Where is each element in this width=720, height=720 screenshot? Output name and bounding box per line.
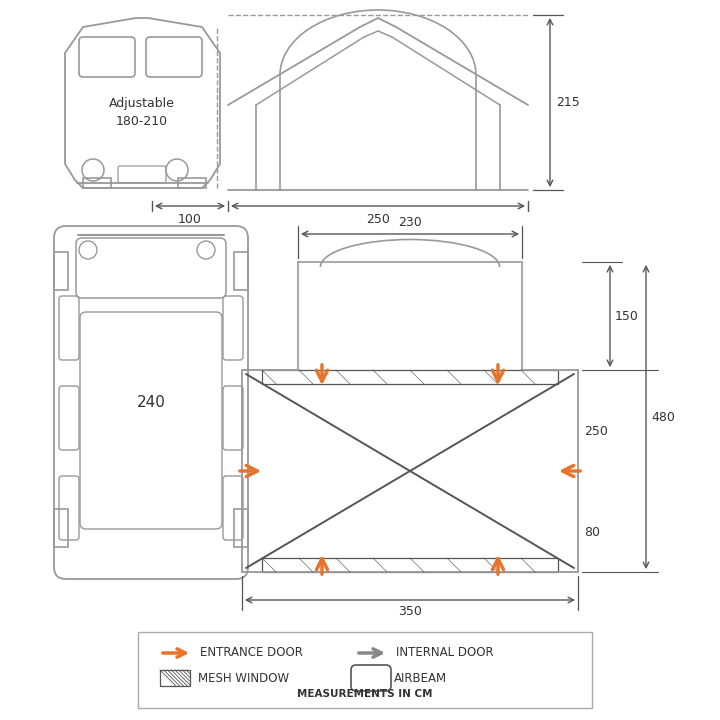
Text: ENTRANCE DOOR: ENTRANCE DOOR (200, 647, 303, 660)
Text: AIRBEAM: AIRBEAM (394, 672, 447, 685)
Text: 150: 150 (615, 310, 639, 323)
Text: Adjustable: Adjustable (109, 96, 175, 109)
Text: MEASUREMENTS IN CM: MEASUREMENTS IN CM (297, 689, 433, 699)
Bar (262, 558, 558, 572)
Text: 240: 240 (137, 395, 166, 410)
Text: 215: 215 (556, 96, 580, 109)
Text: 250: 250 (366, 213, 390, 226)
Bar (160, 670, 190, 686)
Text: 80: 80 (584, 526, 600, 539)
Text: 480: 480 (651, 410, 675, 423)
Text: 250: 250 (584, 425, 608, 438)
Bar (138, 632, 592, 708)
Text: 350: 350 (398, 605, 422, 618)
Text: 100: 100 (178, 213, 202, 226)
Text: MESH WINDOW: MESH WINDOW (198, 672, 289, 685)
Text: 180-210: 180-210 (116, 114, 168, 127)
Text: 230: 230 (398, 216, 422, 229)
Text: INTERNAL DOOR: INTERNAL DOOR (396, 647, 494, 660)
Bar (262, 370, 558, 384)
